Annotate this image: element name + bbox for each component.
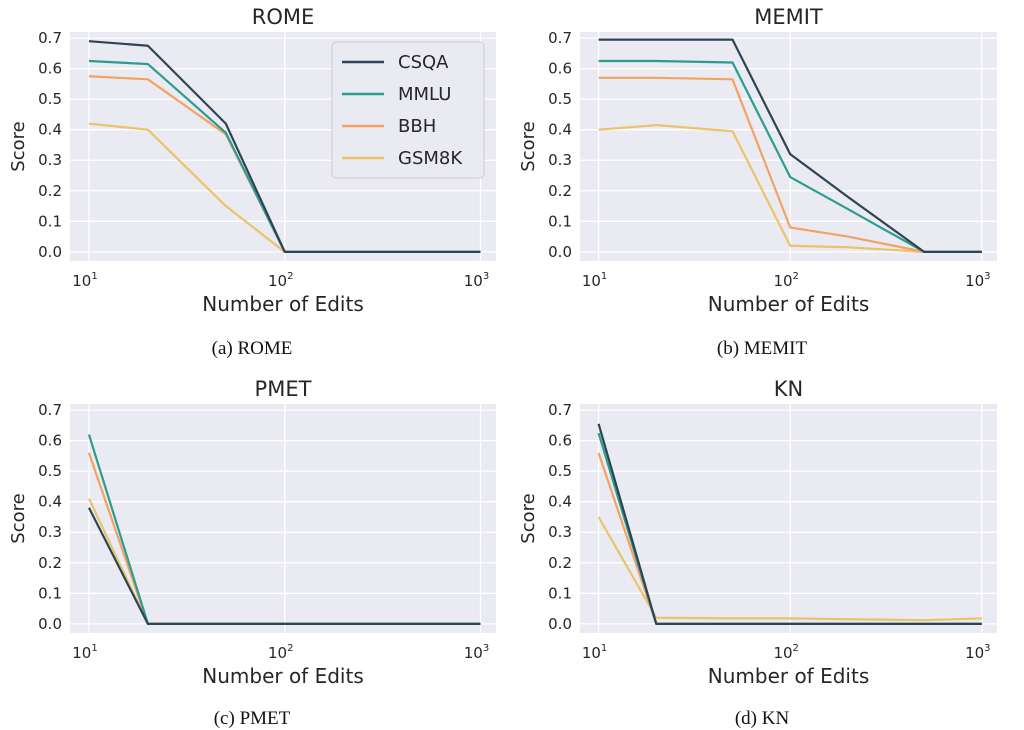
chart-title: KN <box>774 377 803 401</box>
chart-panel-4: 0.0 0.1 0.2 0.3 0.4 0.5 0.6 0.7 101 102 103 Number … <box>518 377 997 688</box>
chart-title: MEMIT <box>754 5 823 29</box>
caption-a: (a) ROME <box>211 338 293 359</box>
y-tick-label: 0.7 <box>548 29 572 47</box>
legend-entry: MMLU <box>398 84 451 105</box>
series-line-csqa <box>88 40 481 253</box>
legend-entry: BBH <box>398 116 436 137</box>
y-tick-label: 0.7 <box>548 401 572 419</box>
y-axis-label: Score <box>8 121 29 171</box>
x-axis-label: Number of Edits <box>708 292 869 316</box>
legend-box <box>331 41 485 179</box>
series-line-csqa <box>87 507 481 625</box>
caption-b: (b) MEMIT <box>716 338 808 359</box>
x-tick-label: 103 <box>464 643 489 662</box>
y-tick-label: 0.3 <box>38 151 62 169</box>
y-tick-label: 0.6 <box>38 60 62 78</box>
plot-area <box>580 404 997 633</box>
chart-panel-1: 0.0 0.1 0.2 0.3 0.4 0.5 0.6 0.7 101 102 103 Number … <box>8 5 496 316</box>
plot-area <box>580 32 997 261</box>
y-tick-label: 0.4 <box>548 493 572 511</box>
y-tick-label: 0.5 <box>38 90 62 108</box>
y-axis-label: Score <box>518 121 539 171</box>
y-tick-label: 0.4 <box>548 121 572 139</box>
y-tick-label: 0.5 <box>548 462 572 480</box>
y-tick-label: 0.0 <box>548 243 572 261</box>
y-tick-label: 0.6 <box>548 60 572 78</box>
x-tick-label: 101 <box>72 643 97 662</box>
x-tick-label: 102 <box>268 271 293 290</box>
y-axis-label: Score <box>8 493 29 543</box>
series-line-csqa <box>597 423 982 625</box>
y-tick-label: 0.2 <box>38 554 62 572</box>
chart-panel-3: 0.0 0.1 0.2 0.3 0.4 0.5 0.6 0.7 101 102 103 Number … <box>8 377 496 688</box>
x-tick-label: 103 <box>965 643 990 662</box>
x-tick-label: 101 <box>582 643 607 662</box>
y-axis-label: Score <box>518 493 539 543</box>
y-tick-label: 0.7 <box>38 29 62 47</box>
y-tick-label: 0.1 <box>38 584 62 602</box>
series-line-csqa <box>598 38 982 253</box>
x-axis-label: Number of Edits <box>202 664 363 688</box>
x-axis-label: Number of Edits <box>708 664 869 688</box>
y-tick-label: 0.4 <box>38 121 62 139</box>
plot-area <box>70 404 496 633</box>
x-tick-label: 102 <box>268 643 293 662</box>
y-tick-label: 0.2 <box>548 554 572 572</box>
legend-entry: GSM8K <box>398 148 463 169</box>
series-line-gsm8k <box>597 516 982 622</box>
y-tick-label: 0.0 <box>38 243 62 261</box>
legend-entry: CSQA <box>398 52 449 73</box>
y-tick-label: 0.6 <box>38 432 62 450</box>
chart-title: ROME <box>252 5 315 29</box>
y-tick-label: 0.1 <box>548 212 572 230</box>
y-tick-label: 0.2 <box>548 182 572 200</box>
y-tick-label: 0.2 <box>38 182 62 200</box>
y-tick-label: 0.6 <box>548 432 572 450</box>
y-tick-label: 0.3 <box>548 523 572 541</box>
chart-panel-2: 0.0 0.1 0.2 0.3 0.4 0.5 0.6 0.7 101 102 103 Number … <box>518 5 997 316</box>
y-tick-label: 0.1 <box>548 584 572 602</box>
y-tick-label: 0.0 <box>38 615 62 633</box>
x-tick-label: 102 <box>773 643 798 662</box>
x-axis-label: Number of Edits <box>202 292 363 316</box>
chart-title: PMET <box>255 377 312 401</box>
x-tick-label: 103 <box>464 271 489 290</box>
y-tick-label: 0.5 <box>38 462 62 480</box>
caption-c: (c) PMET <box>213 708 291 729</box>
caption-d: (d) KN <box>734 708 790 729</box>
x-tick-label: 101 <box>72 271 97 290</box>
y-tick-label: 0.0 <box>548 615 572 633</box>
y-tick-label: 0.5 <box>548 90 572 108</box>
x-tick-label: 103 <box>965 271 990 290</box>
y-tick-label: 0.3 <box>38 523 62 541</box>
y-tick-label: 0.4 <box>38 493 62 511</box>
y-tick-label: 0.3 <box>548 151 572 169</box>
y-tick-label: 0.7 <box>38 401 62 419</box>
x-tick-label: 102 <box>773 271 798 290</box>
legend: CSQA MMLU BBH GSM8K <box>331 41 485 179</box>
x-tick-label: 101 <box>582 271 607 290</box>
y-tick-label: 0.1 <box>38 212 62 230</box>
